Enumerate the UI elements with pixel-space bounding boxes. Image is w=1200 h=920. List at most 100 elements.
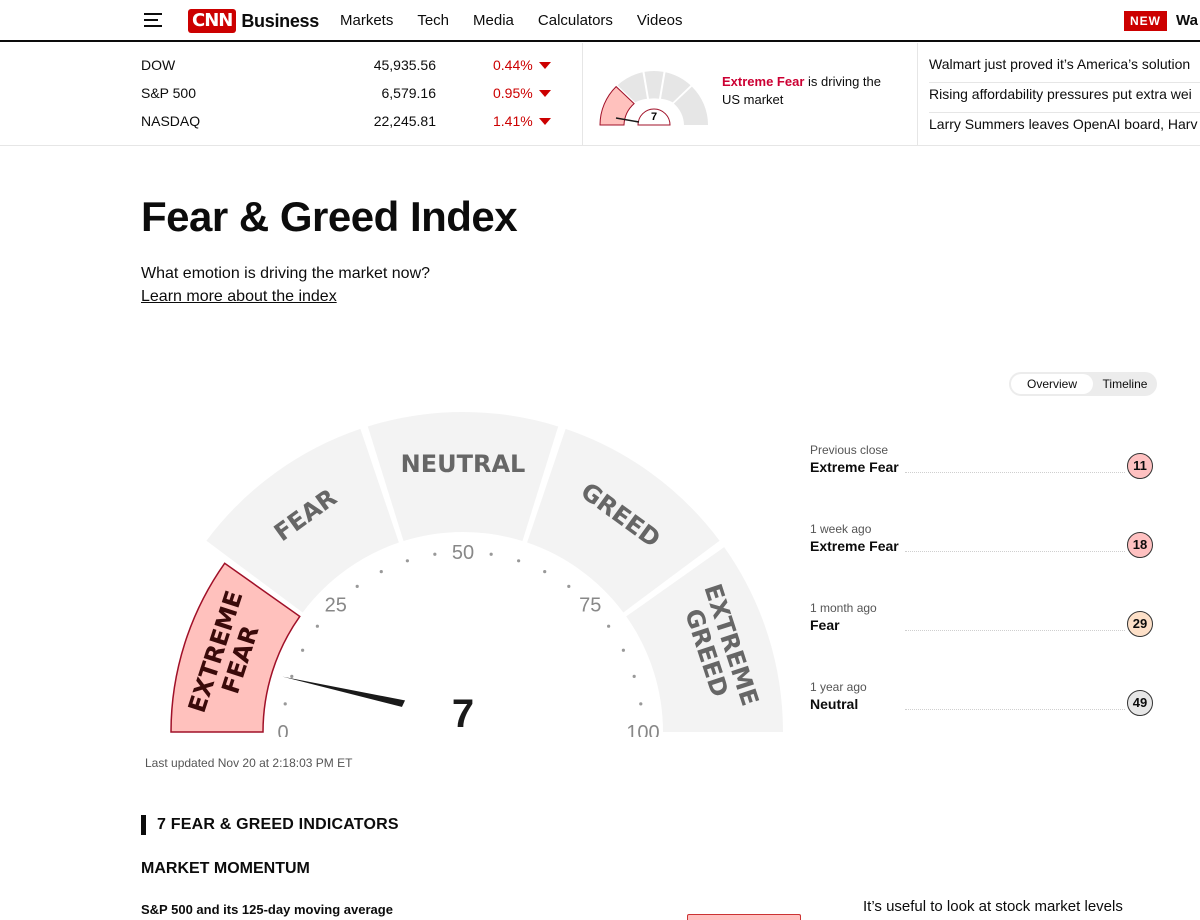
divider [582, 43, 583, 145]
history-previous-close: Previous close Extreme Fear 11 [810, 443, 1155, 493]
market-value: 22,245.81 [373, 113, 436, 129]
market-row-sp500[interactable]: S&P 500 6,579.16 0.95% [141, 85, 561, 105]
down-arrow-icon [539, 90, 551, 97]
mini-gauge-hub [637, 108, 671, 126]
headline-list: Walmart just proved it’s America’s solut… [929, 53, 1200, 143]
market-change: 1.41% [493, 113, 533, 129]
indicators-heading: 7 FEAR & GREED INDICATORS [141, 815, 399, 835]
gauge-tick-dot [607, 624, 611, 628]
top-nav: CNN Business Markets Tech Media Calculat… [0, 0, 1200, 42]
nav-link-calculators[interactable]: Calculators [537, 12, 613, 29]
gauge-hub [397, 666, 529, 737]
gauge-tick-dot [379, 570, 383, 574]
gauge-tick-dot [489, 552, 493, 556]
history-state: Extreme Fear [810, 538, 899, 554]
headline-link[interactable]: Walmart just proved it’s America’s solut… [929, 53, 1200, 83]
dotted-leader [905, 630, 1125, 631]
history-value-badge: 11 [1127, 453, 1153, 479]
market-change: 0.44% [493, 57, 533, 73]
page-subtitle: What emotion is driving the market now? [141, 265, 431, 282]
history-state: Neutral [810, 696, 859, 712]
view-toggle: Overview Timeline [1009, 372, 1157, 396]
history-label: 1 year ago [810, 680, 867, 694]
new-feature-link[interactable]: Wa [1176, 12, 1198, 29]
history-1-week-ago: 1 week ago Extreme Fear 18 [810, 522, 1155, 572]
mini-gauge-text: is driving the US market [722, 74, 881, 107]
tab-timeline[interactable]: Timeline [1102, 377, 1148, 391]
gauge-tick-dot [290, 674, 294, 678]
history-state: Fear [810, 617, 840, 633]
history-1-year-ago: 1 year ago Neutral 49 [810, 680, 1155, 730]
gauge-segment-extreme-fear [170, 562, 301, 733]
mini-gauge[interactable]: 7 [598, 68, 710, 126]
gauge-tick-dot [355, 584, 359, 588]
mini-gauge-value: 7 [651, 111, 657, 123]
fear-greed-gauge: EXTREMEFEARFEARNEUTRALGREEDEXTREMEGREED … [170, 412, 783, 737]
divider [917, 43, 918, 145]
gauge-tick-label: 50 [452, 542, 474, 564]
last-updated: Last updated Nov 20 at 2:18:03 PM ET [145, 756, 353, 770]
logo-section: Business [241, 10, 319, 31]
market-momentum-heading: MARKET MOMENTUM [141, 860, 310, 877]
nav-link-media[interactable]: Media [473, 12, 514, 29]
history-value-badge: 29 [1127, 611, 1153, 637]
gauge-tick-dots [283, 552, 643, 706]
gauge-tick-dot [632, 674, 636, 678]
market-row-dow[interactable]: DOW 45,935.56 0.44% [141, 57, 561, 77]
indicator-status-badge [687, 914, 801, 920]
history-label: Previous close [810, 443, 889, 457]
page-title: Fear & Greed Index [141, 193, 518, 240]
market-value: 6,579.16 [381, 85, 437, 101]
market-value: 45,935.56 [373, 57, 436, 73]
headline-link[interactable]: Larry Summers leaves OpenAI board, Harv [929, 116, 1198, 132]
learn-more-link[interactable]: Learn more about the index [141, 288, 337, 305]
nav-link-videos[interactable]: Videos [636, 12, 683, 29]
gauge-segments [170, 412, 783, 733]
history-state: Extreme Fear [810, 459, 899, 475]
gauge-tick-dot [517, 559, 521, 563]
gauge-tick-dot [433, 552, 437, 556]
market-bar: DOW 45,935.56 0.44% S&P 500 6,579.16 0.9… [0, 43, 1200, 146]
indicator-description: It’s useful to look at stock market leve… [863, 898, 1123, 915]
gauge-tick-label: 25 [325, 595, 347, 617]
gauge-tick-label: 100 [626, 722, 659, 737]
mini-gauge-status: Extreme Fear [722, 74, 805, 89]
nav-link-markets[interactable]: Markets [340, 12, 394, 29]
gauge-tick-label: 0 [277, 722, 288, 737]
history-value-badge: 18 [1127, 532, 1153, 558]
market-row-nasdaq[interactable]: NASDAQ 22,245.81 1.41% [141, 113, 561, 133]
indicator-title: S&P 500 and its 125-day moving average [141, 902, 393, 917]
gauge-tick-labels: 0 25 50 75 100 [277, 542, 659, 737]
gauge-segment-label-line: NEUTRAL [401, 450, 526, 478]
dotted-leader [905, 709, 1125, 710]
headline-link[interactable]: Rising affordability pressures put extra… [929, 83, 1200, 113]
cnn-business-logo[interactable]: CNN Business [188, 8, 319, 34]
gauge-tick-dot [621, 648, 625, 652]
tab-overview[interactable]: Overview [1011, 374, 1093, 394]
new-badge: NEW [1124, 11, 1167, 31]
dotted-leader [905, 551, 1125, 552]
down-arrow-icon [539, 118, 551, 125]
gauge-tick-dot [283, 702, 287, 706]
history-label: 1 week ago [810, 522, 872, 536]
gauge-tick-dot [543, 570, 547, 574]
history-value-badge: 49 [1127, 690, 1153, 716]
dotted-leader [905, 472, 1125, 473]
gauge-segment-label: NEUTRAL [401, 450, 526, 478]
gauge-tick-dot [639, 702, 643, 706]
gauge-tick-dot [301, 648, 305, 652]
mini-gauge-caption[interactable]: Extreme Fear is driving the US market [722, 73, 902, 109]
nav-link-tech[interactable]: Tech [417, 12, 450, 29]
mini-gauge-segments [599, 71, 708, 126]
gauge-tick-dot [405, 559, 409, 563]
gauge-tick-dot [567, 584, 571, 588]
market-name: DOW [141, 57, 176, 73]
market-name: NASDAQ [141, 113, 201, 129]
gauge-segment-extreme-greed [626, 547, 783, 732]
market-change: 0.95% [493, 85, 533, 101]
history-label: 1 month ago [810, 601, 877, 615]
menu-icon[interactable] [144, 13, 162, 27]
market-name: S&P 500 [141, 85, 197, 101]
gauge-tick-dot [315, 624, 319, 628]
gauge-segment-fear [206, 428, 399, 613]
